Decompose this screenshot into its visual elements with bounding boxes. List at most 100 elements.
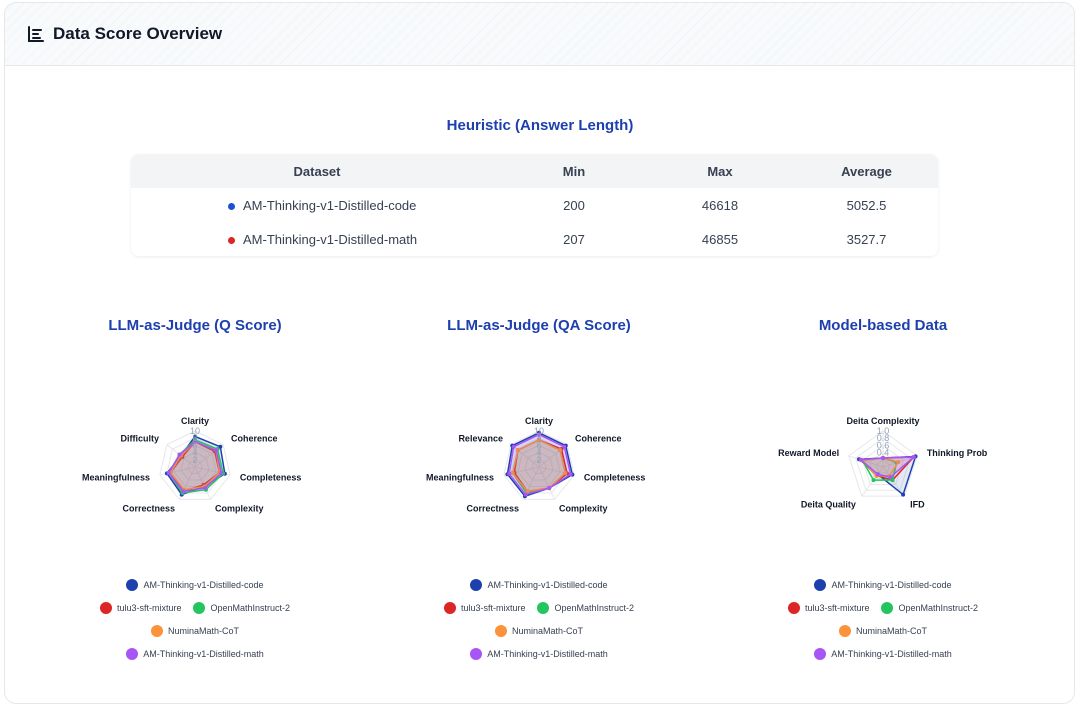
data-point-am-thinking-v1-distilled-math[interactable] [203, 486, 208, 491]
legend-item-numinamath-cot[interactable]: NuminaMath-CoT [494, 624, 584, 637]
legend-item-am-thinking-v1-distilled-math[interactable]: AM-Thinking-v1-Distilled-math [470, 647, 608, 660]
data-point-am-thinking-v1-distilled-math[interactable] [568, 472, 573, 477]
legend-swatch [150, 624, 163, 637]
legend-item-openmathinstruct-2[interactable]: OpenMathInstruct-2 [537, 601, 634, 614]
legend-label: AM-Thinking-v1-Distilled-code [831, 579, 952, 590]
tick-label: 2 [192, 455, 197, 465]
legend-label: tulu3-sft-mixture [804, 602, 870, 613]
series-area-numinamath-cot [511, 439, 567, 493]
legend-item-openmathinstruct-2[interactable]: OpenMathInstruct-2 [193, 601, 290, 614]
legend-label: tulu3-sft-mixture [460, 602, 526, 613]
grid-spoke [538, 466, 556, 500]
axis-label-deita-quality: Deita Quality [801, 499, 856, 509]
legend-swatch [537, 601, 550, 614]
grid-ring [503, 430, 575, 500]
data-point-am-thinking-v1-distilled-code[interactable] [901, 492, 906, 497]
data-point-am-thinking-v1-distilled-code[interactable] [193, 434, 197, 439]
legend-swatch [443, 601, 456, 614]
axis-label-correctness: Correctness [122, 504, 175, 514]
legend-label: NuminaMath-CoT [511, 625, 584, 636]
legend-row: AM-Thinking-v1-Distilled-math [45, 642, 345, 665]
dataset-color-dot [228, 236, 235, 244]
min-cell: 200 [563, 197, 585, 213]
axis-label-meaningfulness: Meaningfulness [426, 472, 494, 482]
tick-label: 8 [192, 433, 197, 443]
dataset-cell: AM-Thinking-v1-Distilled-math [131, 222, 503, 256]
data-point-am-thinking-v1-distilled-math[interactable] [193, 439, 197, 444]
legend-item-am-thinking-v1-distilled-math[interactable]: AM-Thinking-v1-Distilled-math [814, 647, 952, 660]
grid-ring [531, 459, 547, 474]
axis-label-completeness: Completeness [584, 472, 646, 482]
dataset-name: AM-Thinking-v1-Distilled-code [243, 197, 417, 213]
legend-label: AM-Thinking-v1-Distilled-math [831, 648, 952, 659]
legend-swatch [494, 624, 507, 637]
data-point-am-thinking-v1-distilled-math[interactable] [214, 448, 219, 453]
axis-label-ifd: IFD [910, 499, 925, 509]
data-point-am-thinking-v1-distilled-math[interactable] [881, 456, 885, 460]
data-point-am-thinking-v1-distilled-math[interactable] [547, 486, 552, 491]
legend-swatch [126, 647, 139, 660]
legend-label: AM-Thinking-v1-Distilled-code [487, 579, 608, 590]
legend-swatch [787, 601, 800, 614]
tick-label: 4 [192, 448, 197, 458]
series-area-am-thinking-v1-distilled-math [858, 456, 916, 479]
legend-label: AM-Thinking-v1-Distilled-math [143, 648, 264, 659]
data-point-numinamath-cot[interactable] [510, 471, 515, 476]
tick-label: 10 [190, 426, 200, 436]
tick-label: 4 [536, 448, 541, 458]
legend-item-am-thinking-v1-distilled-code[interactable]: AM-Thinking-v1-Distilled-code [126, 578, 264, 591]
axis-label-complexity: Complexity [215, 504, 264, 514]
axis-label-reward-model: Reward Model [778, 448, 839, 458]
legend-row: tulu3-sft-mixture OpenMathInstruct-2 [45, 596, 345, 619]
table-header-row: Dataset Min Max Average [131, 154, 938, 188]
legend-item-numinamath-cot[interactable]: NuminaMath-CoT [150, 624, 239, 637]
legend-item-am-thinking-v1-distilled-code[interactable]: AM-Thinking-v1-Distilled-code [470, 578, 608, 591]
data-point-am-thinking-v1-distilled-math[interactable] [507, 471, 512, 476]
dataset-name: AM-Thinking-v1-Distilled-math [243, 231, 418, 247]
legend-item-tulu3-sft-mixture[interactable]: tulu3-sft-mixture [443, 601, 526, 614]
legend-label: AM-Thinking-v1-Distilled-code [143, 579, 264, 590]
data-point-openmathinstruct-2[interactable] [871, 478, 876, 483]
legend-label: tulu3-sft-mixture [116, 602, 182, 613]
data-point-am-thinking-v1-distilled-math[interactable] [219, 471, 224, 476]
legend-item-tulu3-sft-mixture[interactable]: tulu3-sft-mixture [787, 601, 870, 614]
data-point-am-thinking-v1-distilled-code[interactable] [218, 444, 223, 449]
page-title: Data Score Overview [53, 24, 223, 43]
grid-ring [159, 430, 231, 500]
legend-row: AM-Thinking-v1-Distilled-code [389, 573, 689, 596]
legend-item-numinamath-cot[interactable]: NuminaMath-CoT [838, 624, 927, 637]
data-point-numinamath-cot[interactable] [525, 489, 530, 494]
legend-item-tulu3-sft-mixture[interactable]: tulu3-sft-mixture [99, 601, 182, 614]
axis-label-relevance: Relevance [458, 433, 503, 443]
data-point-am-thinking-v1-distilled-math[interactable] [911, 454, 916, 459]
axis-label-thinking-prob: Thinking Prob [927, 448, 988, 458]
data-point-am-thinking-v1-distilled-math[interactable] [177, 452, 182, 457]
data-point-am-thinking-v1-distilled-math[interactable] [523, 492, 528, 497]
data-point-am-thinking-v1-distilled-math[interactable] [511, 444, 516, 449]
dataset-color-dot [228, 202, 235, 210]
data-point-numinamath-cot[interactable] [537, 438, 541, 442]
data-point-numinamath-cot[interactable] [563, 471, 568, 476]
legend-item-am-thinking-v1-distilled-code[interactable]: AM-Thinking-v1-Distilled-code [814, 578, 952, 591]
data-point-numinamath-cot[interactable] [896, 459, 901, 464]
data-point-numinamath-cot[interactable] [558, 448, 563, 453]
data-point-am-thinking-v1-distilled-math[interactable] [537, 432, 541, 437]
qa-score-title: LLM-as-Judge (QA Score) [447, 317, 631, 334]
data-point-am-thinking-v1-distilled-math[interactable] [858, 457, 863, 462]
legend-row: NuminaMath-CoT [45, 619, 345, 642]
legend-item-openmathinstruct-2[interactable]: OpenMathInstruct-2 [881, 601, 978, 614]
legend-swatch [881, 601, 894, 614]
data-point-openmathinstruct-2[interactable] [890, 478, 895, 483]
column-header-average: Average [841, 163, 892, 179]
legend-item-am-thinking-v1-distilled-math[interactable]: AM-Thinking-v1-Distilled-math [126, 647, 264, 660]
data-point-numinamath-cot[interactable] [515, 448, 520, 453]
data-point-am-thinking-v1-distilled-math[interactable] [166, 471, 171, 476]
tick-label: 10 [534, 426, 544, 436]
data-point-am-thinking-v1-distilled-math[interactable] [181, 489, 186, 494]
legend-swatch [470, 647, 483, 660]
data-point-am-thinking-v1-distilled-math[interactable] [888, 475, 893, 480]
data-point-am-thinking-v1-distilled-math[interactable] [562, 444, 567, 449]
axis-label-correctness: Correctness [466, 504, 519, 514]
data-point-am-thinking-v1-distilled-math[interactable] [875, 472, 880, 477]
